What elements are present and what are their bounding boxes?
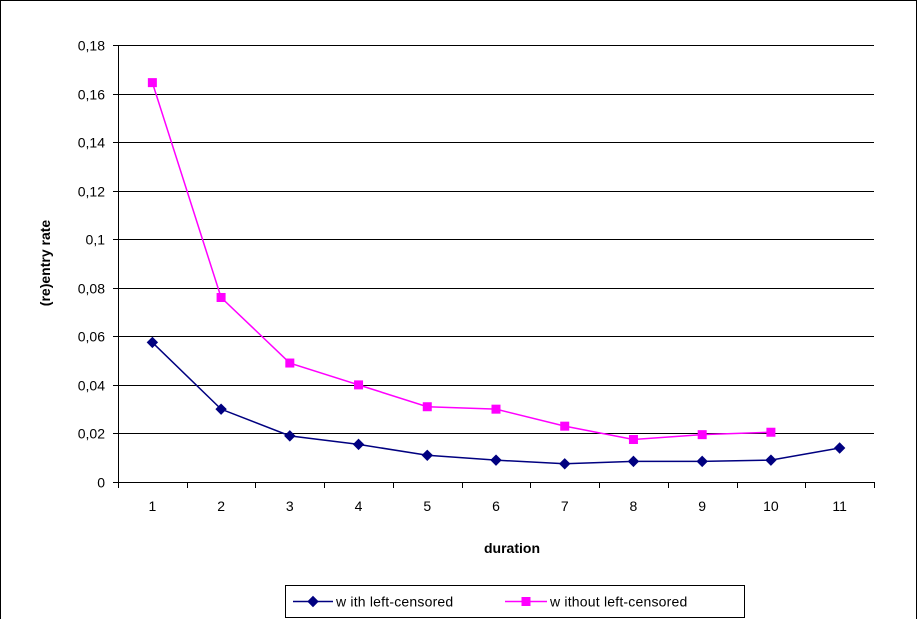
series-1-point bbox=[627, 455, 640, 468]
x-tick-label: 9 bbox=[698, 498, 706, 514]
series-2-point bbox=[422, 402, 432, 412]
series-2-line bbox=[151, 82, 771, 441]
plot-area-background bbox=[118, 45, 874, 482]
y-tick-label: 0,04 bbox=[78, 378, 105, 394]
series-1-point bbox=[284, 430, 296, 442]
series-2-point bbox=[628, 435, 638, 445]
series-1-point bbox=[146, 336, 159, 349]
series-1-point bbox=[215, 403, 227, 415]
series-2-point bbox=[697, 430, 707, 440]
legend-label-1: w ith left-censored bbox=[335, 594, 453, 610]
x-tick-label: 2 bbox=[217, 498, 225, 514]
y-tick-label: 0,14 bbox=[78, 135, 105, 151]
legend-label-2: w ithout left-censored bbox=[549, 594, 687, 610]
legend-marker-2 bbox=[521, 597, 531, 606]
series-1-point bbox=[696, 455, 708, 468]
series-2-point bbox=[766, 427, 776, 437]
legend-marker-1 bbox=[307, 595, 319, 608]
x-tick-label: 1 bbox=[148, 498, 156, 514]
y-tick-label: 0,12 bbox=[78, 184, 105, 200]
series-2-point bbox=[491, 404, 501, 414]
y-tick-label: 0 bbox=[97, 475, 105, 491]
y-axis-ticks: 0 0,02 0,04 0,06 0,08 0,1 0,12 0,14 0,16 0,18 bbox=[78, 38, 118, 491]
x-axis-ticks: 1 2 3 4 5 6 7 8 9 10 11 bbox=[118, 482, 875, 514]
legend: w ith left-censored w ithout left-censore… bbox=[285, 585, 745, 618]
x-tick-label: 10 bbox=[763, 498, 779, 514]
series-2-point bbox=[147, 78, 157, 88]
x-tick-label: 11 bbox=[832, 498, 847, 514]
series-2-point bbox=[216, 292, 226, 302]
series-1-point bbox=[559, 458, 571, 470]
y-axis-title: (re)entry rate bbox=[37, 220, 53, 307]
x-tick-label: 6 bbox=[492, 498, 500, 514]
series-2-point bbox=[354, 380, 364, 390]
x-tick-label: 7 bbox=[561, 498, 569, 514]
x-tick-label: 3 bbox=[286, 498, 294, 514]
x-axis-title: duration bbox=[484, 540, 540, 556]
y-tick-label: 0,06 bbox=[78, 329, 105, 345]
x-tick-label: 4 bbox=[355, 498, 363, 514]
x-tick-label: 8 bbox=[630, 498, 638, 514]
series-layer bbox=[146, 78, 846, 470]
gridlines bbox=[118, 45, 874, 434]
x-tick-label: 5 bbox=[423, 498, 431, 514]
series-1-point bbox=[421, 449, 433, 462]
series-1-point bbox=[833, 442, 846, 454]
series-2-point bbox=[560, 421, 570, 431]
y-tick-label: 0,1 bbox=[86, 232, 106, 248]
y-tick-label: 0,16 bbox=[78, 87, 105, 103]
series-1-point bbox=[490, 454, 502, 466]
y-tick-label: 0,02 bbox=[78, 426, 105, 442]
series-1-point bbox=[765, 454, 777, 466]
series-2-point bbox=[285, 358, 295, 368]
axes bbox=[118, 45, 874, 483]
y-tick-label: 0,08 bbox=[78, 281, 105, 297]
series-1-point bbox=[352, 438, 365, 451]
y-tick-label: 0,18 bbox=[78, 38, 105, 54]
